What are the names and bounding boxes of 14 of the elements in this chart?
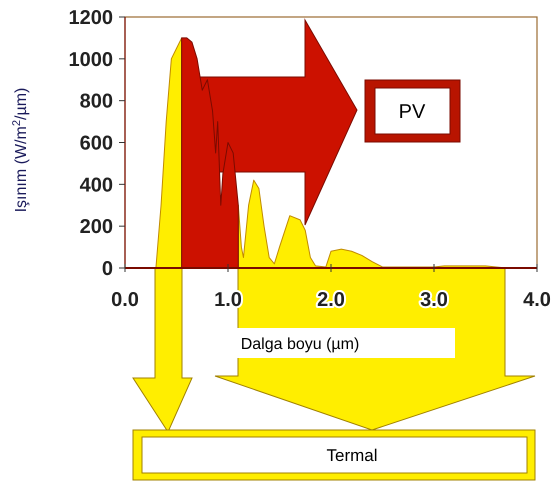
y-tick-label: 400 (80, 174, 113, 196)
y-tick-label: 200 (80, 216, 113, 238)
x-axis-title: Dalga boyu (µm) (240, 336, 360, 353)
x-tick-label: 3.0 (420, 289, 448, 311)
x-tick-label: 0.0 (111, 289, 139, 311)
annotation: PV (398, 101, 426, 123)
y-tick-label: 600 (80, 132, 113, 154)
y-tick-label: 0 (102, 258, 113, 280)
text: Termal (326, 446, 378, 465)
y-tick-label: 1000 (68, 48, 113, 71)
y-tick-label: 1200 (68, 7, 113, 29)
x-tick-label: 2.0 (317, 289, 345, 311)
x-tick-label: 4.0 (523, 289, 551, 311)
y-tick-label: 800 (80, 90, 113, 113)
